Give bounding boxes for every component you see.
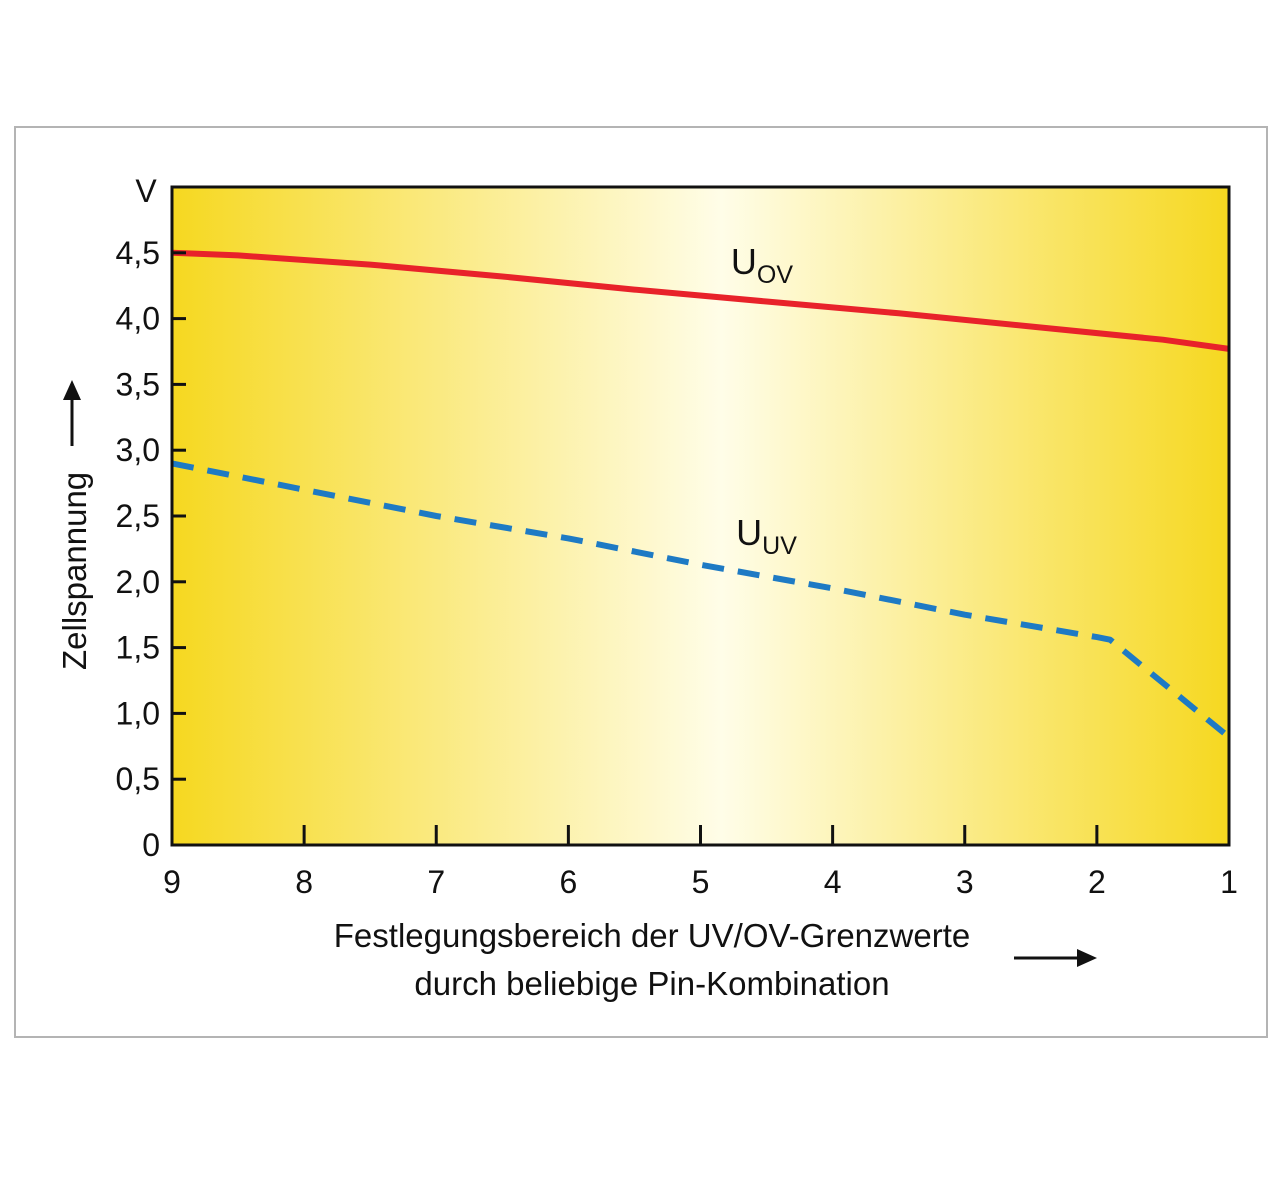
series-label-ov: UOV bbox=[731, 241, 793, 289]
x-tick-label: 3 bbox=[956, 864, 974, 900]
series-line-uv bbox=[171, 460, 1231, 740]
y-tick-label: 3,0 bbox=[116, 432, 160, 468]
y-tick-label: 2,0 bbox=[116, 564, 160, 600]
y-tick-label: 4,5 bbox=[116, 235, 160, 271]
plot-area bbox=[172, 187, 1229, 845]
x-axis-arrow-head bbox=[1077, 949, 1097, 967]
y-tick-label: 0,5 bbox=[116, 761, 160, 797]
y-axis-title: Zellspannung bbox=[56, 472, 93, 670]
x-tick-label: 5 bbox=[692, 864, 710, 900]
y-tick-label: 2,5 bbox=[116, 498, 160, 534]
x-tick-label: 2 bbox=[1088, 864, 1106, 900]
x-axis-title-line: durch beliebige Pin-Kombination bbox=[414, 965, 889, 1002]
x-axis-title-line: Festlegungsbereich der UV/OV-Grenzwerte bbox=[334, 917, 970, 954]
series-label-uv: UUV bbox=[736, 512, 797, 560]
series-line-ov bbox=[171, 249, 1230, 352]
y-tick-label: 1,5 bbox=[116, 630, 160, 666]
y-tick-label: 3,5 bbox=[116, 366, 160, 402]
x-tick-label: 6 bbox=[559, 864, 577, 900]
y-tick-label: 0 bbox=[142, 827, 160, 863]
y-tick-label: 4,0 bbox=[116, 301, 160, 337]
y-axis-arrow-head bbox=[63, 380, 81, 400]
x-tick-label: 7 bbox=[427, 864, 445, 900]
y-unit-label: V bbox=[135, 173, 157, 209]
x-tick-label: 1 bbox=[1220, 864, 1238, 900]
y-tick-label: 1,0 bbox=[116, 695, 160, 731]
x-tick-label: 9 bbox=[163, 864, 181, 900]
x-tick-label: 4 bbox=[824, 864, 842, 900]
x-tick-label: 8 bbox=[295, 864, 313, 900]
